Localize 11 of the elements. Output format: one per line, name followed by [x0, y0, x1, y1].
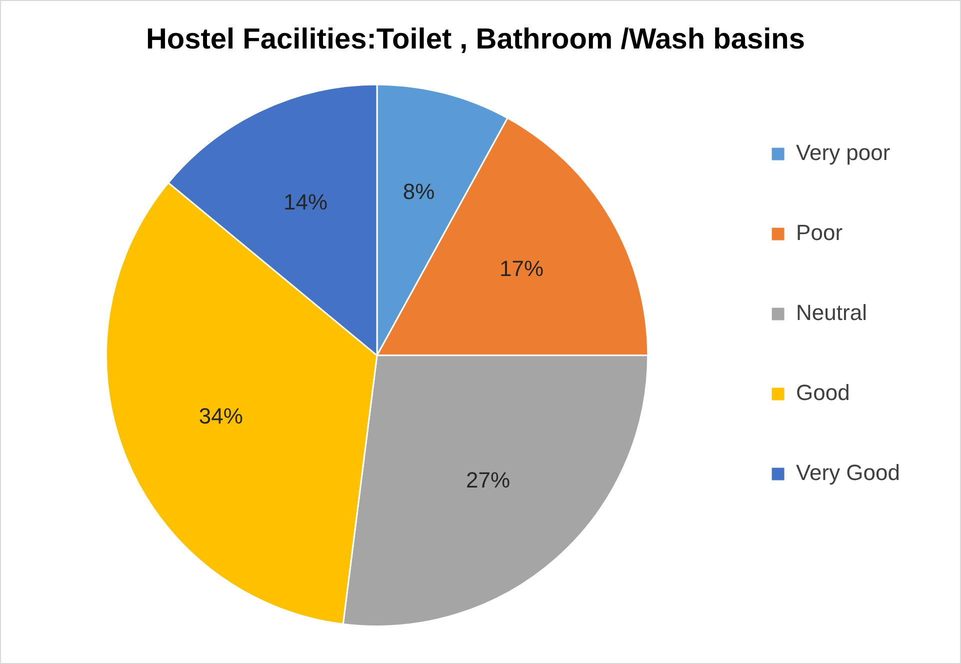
legend-label: Very poor — [796, 140, 890, 166]
data-label: 14% — [284, 190, 328, 215]
data-label: 27% — [466, 467, 510, 492]
data-label: 8% — [402, 178, 435, 204]
data-label: 17% — [500, 256, 544, 281]
chart-title: Hostel Facilities:Toilet , Bathroom /Wash basins — [146, 23, 806, 56]
legend-label: Good — [796, 380, 850, 406]
legend-label: Very Good — [796, 460, 900, 486]
legend-label: Poor — [796, 220, 843, 246]
data-label: 34% — [198, 403, 243, 428]
legend-label: Neutral — [796, 300, 867, 326]
